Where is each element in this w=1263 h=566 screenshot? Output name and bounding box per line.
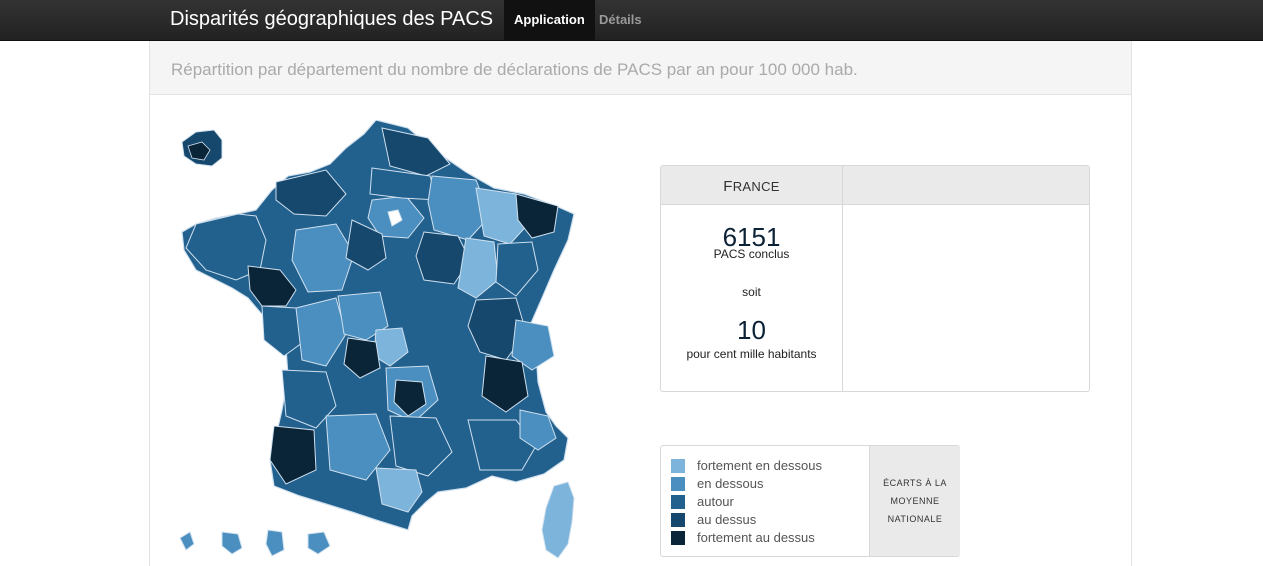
map-dom-reunion[interactable] <box>307 531 331 555</box>
pacs-count: 6151 <box>722 222 781 252</box>
legend-title-panel: ÉCARTS À LA MOYENNE NATIONALE <box>869 446 960 556</box>
map-dom-martinique[interactable] <box>221 531 243 555</box>
map-dept-isere[interactable] <box>481 355 529 413</box>
soit-label: soit <box>742 285 761 299</box>
subheader: Répartition par département du nombre de… <box>150 41 1131 95</box>
map-dept-picardie[interactable] <box>369 167 439 201</box>
stats-header <box>661 166 1089 205</box>
app-brand[interactable]: Disparités géographiques des PACS <box>170 8 494 30</box>
map-dept-paris[interactable] <box>387 209 403 227</box>
pacs-rate-label: pour cent mille habitants <box>686 347 817 361</box>
france-map[interactable] <box>176 120 596 560</box>
region-stats-panel: FRANCE 6151 PACS conclus soit 10 pour ce… <box>660 165 1090 392</box>
page-subtitle: Répartition par département du nombre de… <box>171 60 858 79</box>
map-dept-nord[interactable] <box>381 127 451 177</box>
map-dept-midi-pyrenees[interactable] <box>325 413 391 481</box>
map-dept-savoie[interactable] <box>511 319 555 371</box>
legend-title-line3: NATIONALE <box>887 514 943 524</box>
legend-swatch <box>671 513 685 527</box>
legend-title-line2: MOYENNE <box>890 496 940 506</box>
map-dept-alsace[interactable] <box>515 193 559 239</box>
map-dom-guadeloupe[interactable] <box>179 531 195 551</box>
region-name: FRANCE <box>723 178 780 195</box>
map-dept-landes[interactable] <box>269 425 317 485</box>
map-dept-paca[interactable] <box>467 419 537 471</box>
legend-swatch <box>671 477 685 491</box>
map-dept-languedoc[interactable] <box>389 415 453 477</box>
top-navbar: Disparités géographiques des PACS Applic… <box>0 0 1263 41</box>
tab-application[interactable]: Application <box>504 0 595 40</box>
map-dept-cantal[interactable] <box>393 379 427 417</box>
map-dept-loire-atlantique[interactable] <box>247 265 297 307</box>
map-dept-yonne[interactable] <box>415 231 471 285</box>
map-dept-haute-vienne[interactable] <box>343 337 381 379</box>
legend-label: fortement au dessus <box>697 530 815 545</box>
pacs-rate: 10 <box>737 315 766 345</box>
tab-details[interactable]: Détails <box>599 12 642 27</box>
stats-divider <box>842 166 843 391</box>
map-dept-poitou[interactable] <box>295 297 347 367</box>
legend-swatch <box>671 531 685 545</box>
legend-title-line1: ÉCARTS À LA <box>883 478 947 488</box>
legend-label: fortement en dessous <box>697 458 823 473</box>
france-map-svg[interactable] <box>176 120 596 560</box>
map-dept-normandy[interactable] <box>275 169 347 217</box>
pacs-count-label: PACS conclus <box>713 247 790 261</box>
map-dept-doubs[interactable] <box>495 241 539 297</box>
legend-title: ÉCARTS À LA MOYENNE NATIONALE <box>870 474 960 528</box>
map-dept-loiret[interactable] <box>345 219 387 271</box>
map-dept-cote-dor[interactable] <box>457 237 499 299</box>
map-dept-vendee[interactable] <box>261 305 307 357</box>
legend-swatch <box>671 459 685 473</box>
map-dept-aude-light[interactable] <box>375 467 423 513</box>
legend-label: en dessous <box>697 476 764 491</box>
map-island-dark[interactable] <box>187 141 211 161</box>
map-legend: fortement en dessous en dessous autour a… <box>660 445 960 557</box>
map-corsica[interactable] <box>541 481 575 559</box>
legend-swatch <box>671 495 685 509</box>
map-dept-alpes-maritimes[interactable] <box>519 409 557 451</box>
legend-label: autour <box>697 494 734 509</box>
map-dom-guyane[interactable] <box>265 529 285 557</box>
legend-label: au dessus <box>697 512 757 527</box>
map-dept-centre-light[interactable] <box>291 223 355 293</box>
